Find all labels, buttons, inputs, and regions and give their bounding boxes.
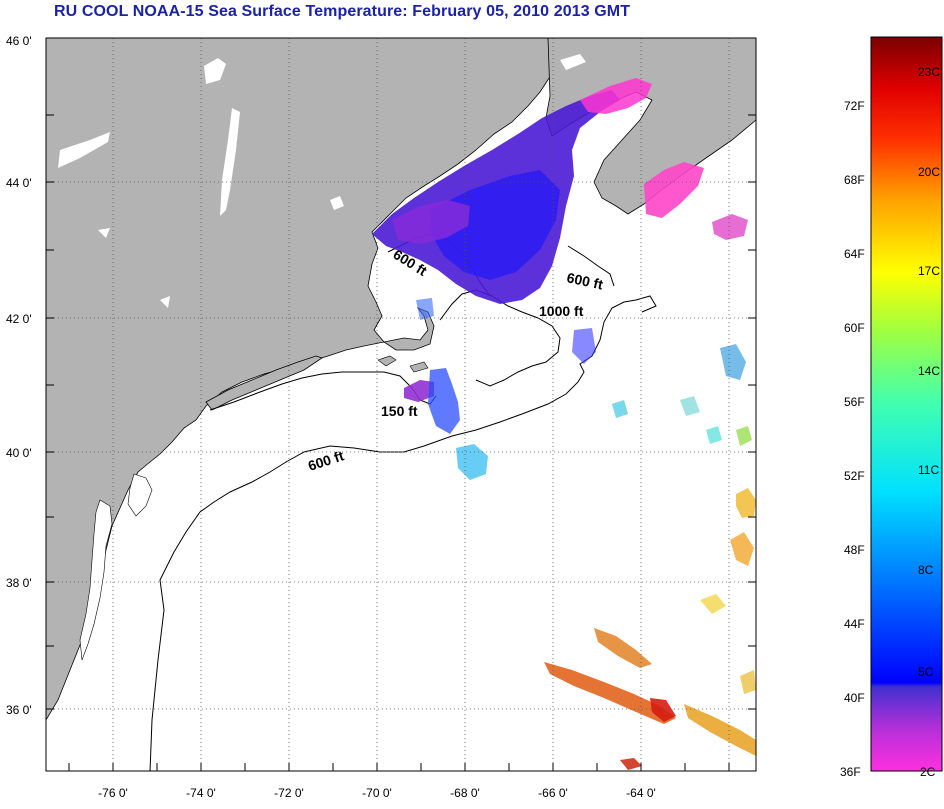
depth-label-600ft-georges: 600 ft <box>565 269 604 292</box>
map-frame <box>45 37 757 772</box>
map-title: RU COOL NOAA-15 Sea Surface Temperature:… <box>54 3 631 20</box>
lat-label-38: 38 0' <box>6 576 32 590</box>
lon-label-70: -70 0' <box>362 786 392 800</box>
chesapeake-bay <box>79 499 113 661</box>
lon-label-72: -72 0' <box>274 786 304 800</box>
lon-label-64: -64 0' <box>626 786 656 800</box>
lat-label-42: 42 0' <box>6 312 32 326</box>
lat-label-36: 36 0' <box>6 703 32 717</box>
sst-warm-water <box>544 344 756 770</box>
lon-label-66: -66 0' <box>538 786 568 800</box>
lon-label-68: -68 0' <box>450 786 480 800</box>
depth-label-150ft: 150 ft <box>381 403 418 419</box>
lat-label-40: 40 0' <box>6 446 32 460</box>
depth-label-1000ft: 1000 ft <box>539 303 584 319</box>
lon-label-76: -76 0' <box>98 786 128 800</box>
marthas-vineyard <box>377 355 397 367</box>
frame-ticks <box>46 114 756 771</box>
nantucket <box>409 361 429 373</box>
delaware-bay <box>127 473 153 517</box>
lon-label-74: -74 0' <box>186 786 216 800</box>
lat-label-46: 46 0' <box>6 34 32 48</box>
us-mainland <box>46 38 554 721</box>
sst-cold-water <box>372 78 748 480</box>
lat-label-44: 44 0' <box>6 176 32 190</box>
inland-lakes <box>58 54 586 308</box>
long-island <box>205 355 323 411</box>
